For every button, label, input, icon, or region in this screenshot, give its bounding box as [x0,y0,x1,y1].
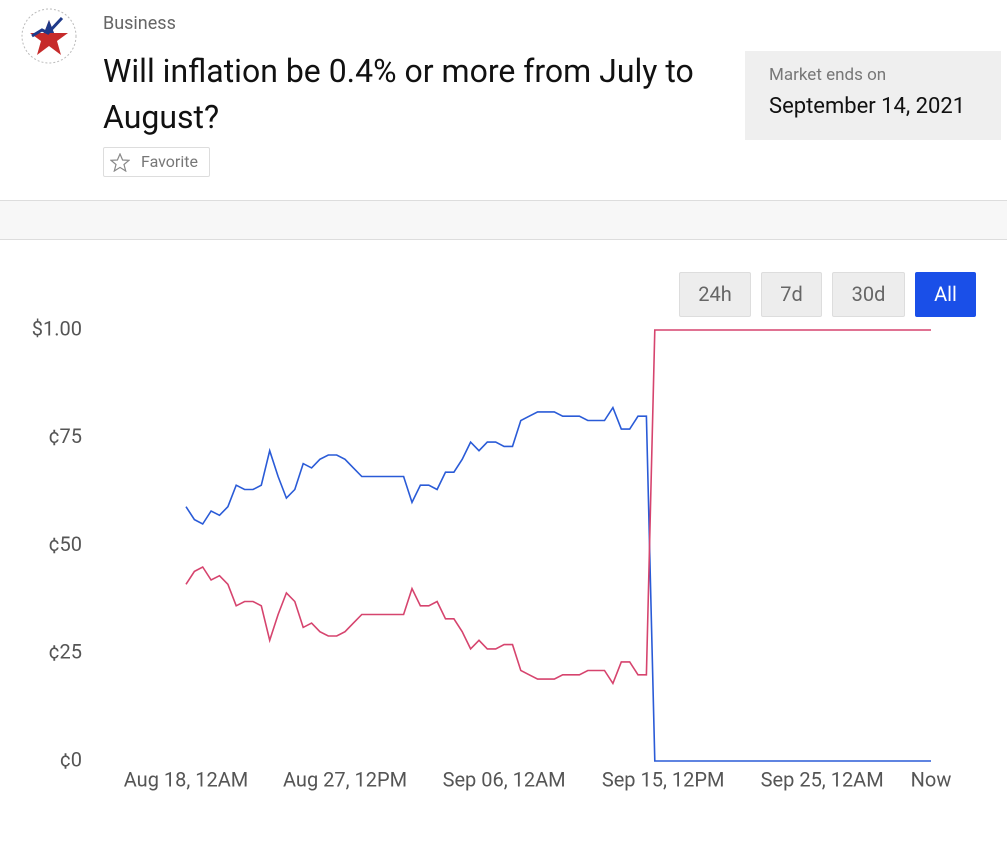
market-end-label: Market ends on [769,65,887,85]
range-button[interactable]: All [915,272,976,317]
x-tick-label: Sep 25, 12AM [761,767,884,791]
x-tick-label: Sep 15, 12PM [602,767,725,791]
y-tick-label: ¢75 [49,424,82,448]
x-tick-label: Sep 06, 12AM [443,767,566,791]
y-tick-label: ¢0 [60,747,82,771]
market-end-box: Market ends on September 14, 2021 [745,51,1001,140]
category: Business [103,13,176,34]
logo [21,8,77,64]
range-button[interactable]: 24h [679,272,751,317]
y-tick-label: $1.00 [32,316,82,340]
favorite-label: Favorite [141,152,198,171]
y-tick-label: ¢25 [49,640,82,664]
x-tick-label: Aug 27, 12PM [283,767,407,791]
range-button[interactable]: 7d [761,272,822,317]
x-tick-label: Aug 18, 12AM [124,767,249,791]
range-button[interactable]: 30d [832,272,905,317]
divider-band [0,200,1007,240]
market-end-date: September 14, 2021 [769,94,966,119]
price-line [185,329,931,686]
market-title: Will inflation be 0.4% or more from July… [103,52,694,136]
x-tick-label: Now [911,767,952,791]
favorite-button[interactable]: Favorite [103,147,210,177]
star-icon [110,153,130,172]
y-tick-label: ¢50 [49,532,82,556]
price-line [185,405,931,762]
